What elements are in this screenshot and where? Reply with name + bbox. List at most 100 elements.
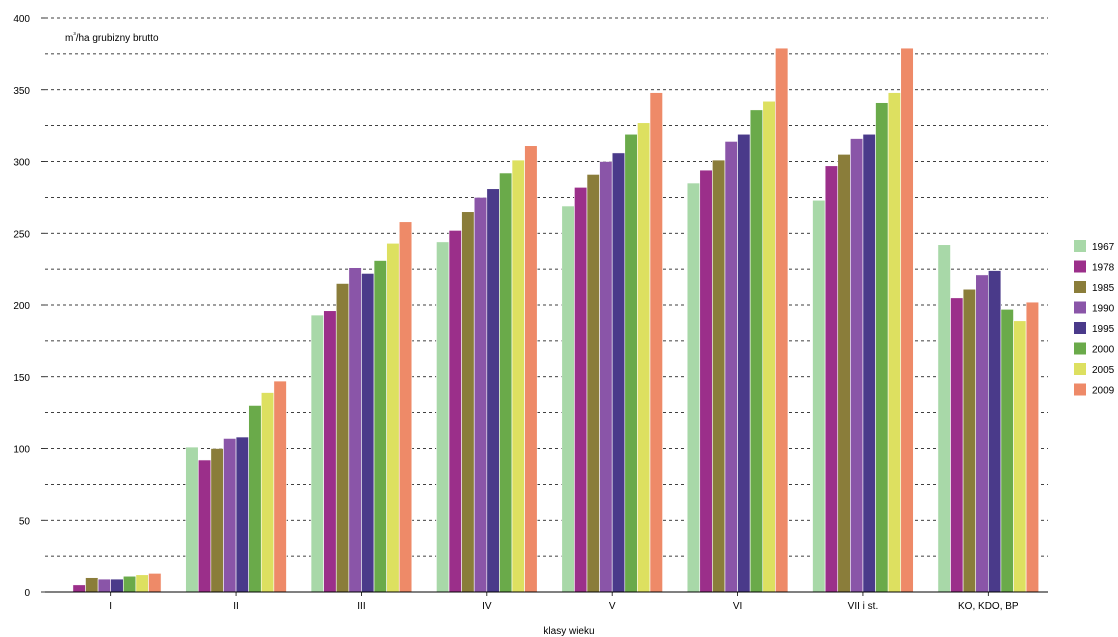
bar-1985-6 [837, 154, 851, 593]
legend-label-1995: 1995 [1092, 324, 1115, 335]
bar-1978-6 [824, 165, 839, 593]
bars [72, 47, 1040, 593]
bar-2009-5 [775, 47, 789, 593]
y-tick-label: 0 [24, 588, 30, 599]
legend-label-1978: 1978 [1092, 263, 1115, 274]
x-tick-label: I [109, 601, 112, 612]
bar-2005-3 [511, 159, 525, 593]
bar-1978-7 [950, 297, 964, 593]
bar-1995-1 [235, 436, 249, 593]
x-axis-labels: I II III IV V VI VII i st. KO, KDO, BP [109, 592, 1019, 612]
bar-1995-4 [611, 152, 626, 593]
bar-2000-6 [875, 102, 889, 593]
bar-1995-6 [862, 133, 876, 593]
y-tick-label: 100 [13, 445, 30, 456]
y-tick-label: 350 [13, 86, 30, 97]
x-tick-label: III [357, 601, 365, 612]
bar-1985-2 [335, 283, 350, 593]
x-tick-label: VI [733, 601, 742, 612]
bar-1990-5 [724, 141, 738, 593]
legend-swatch-1967 [1074, 240, 1086, 252]
bar-1995-0 [110, 578, 124, 593]
legend-swatch-1995 [1074, 322, 1086, 334]
bar-1967-2 [310, 314, 324, 593]
legend-label-2005: 2005 [1092, 365, 1115, 376]
legend: 1967 1978 1985 1990 1995 2000 2005 2009 [1074, 240, 1115, 397]
bar-2000-1 [248, 405, 262, 593]
bar-2000-0 [122, 575, 137, 593]
bar-1978-3 [448, 230, 462, 593]
bar-1995-2 [361, 273, 375, 593]
bar-1985-3 [461, 211, 475, 593]
x-tick-label: V [609, 601, 616, 612]
bar-1995-5 [737, 133, 751, 593]
bar-1990-4 [599, 161, 613, 593]
bar-1967-6 [812, 199, 826, 593]
bar-1990-0 [97, 578, 111, 593]
y-tick-label: 300 [13, 158, 30, 169]
y-axis-ticks: 0 50 100 150 200 250 300 350 400 [13, 14, 45, 599]
x-tick-label: KO, KDO, BP [958, 601, 1019, 612]
bar-2005-1 [260, 392, 275, 593]
bar-1985-5 [712, 159, 726, 593]
bar-2009-0 [148, 573, 162, 593]
bar-1978-1 [197, 459, 212, 593]
bar-2000-2 [373, 260, 387, 593]
bar-2005-4 [637, 122, 651, 593]
y-tick-label: 400 [13, 14, 30, 25]
legend-swatch-2009 [1074, 383, 1086, 396]
bar-1985-7 [962, 288, 977, 593]
bar-1967-5 [686, 182, 701, 593]
bar-2005-7 [1013, 320, 1027, 593]
bar-2005-5 [762, 100, 776, 593]
bar-1985-0 [85, 577, 99, 593]
bar-2000-3 [499, 172, 513, 593]
bar-2009-1 [273, 380, 287, 593]
bar-1967-1 [185, 446, 199, 593]
x-tick-label: IV [482, 601, 492, 612]
bar-2009-2 [398, 221, 413, 593]
y-axis-title: m³/ha grubizny brutto [65, 32, 159, 44]
bar-2000-5 [749, 109, 764, 593]
bar-2005-6 [887, 92, 902, 593]
y-tick-label: 150 [13, 373, 30, 384]
bar-2005-0 [135, 574, 149, 593]
bar-2009-7 [1025, 301, 1040, 593]
bar-1967-3 [436, 241, 450, 593]
legend-swatch-1990 [1074, 301, 1086, 314]
legend-label-2009: 2009 [1092, 386, 1115, 397]
bar-2000-4 [624, 133, 638, 593]
y-tick-label: 50 [19, 516, 31, 527]
bar-1990-6 [850, 138, 864, 593]
legend-swatch-2005 [1074, 363, 1086, 375]
bar-1967-4 [561, 205, 575, 593]
bar-1990-1 [223, 438, 237, 593]
y-tick-label: 200 [13, 301, 30, 312]
bar-1978-5 [699, 169, 713, 593]
legend-label-1985: 1985 [1092, 283, 1115, 294]
bar-1990-7 [975, 274, 989, 593]
bar-1990-2 [348, 267, 362, 593]
bar-1985-4 [586, 174, 600, 593]
legend-swatch-1985 [1074, 281, 1086, 293]
bar-1995-7 [988, 270, 1002, 593]
bar-2005-2 [386, 242, 400, 593]
x-tick-label: II [233, 601, 239, 612]
legend-swatch-2000 [1074, 342, 1086, 355]
legend-label-1967: 1967 [1092, 242, 1115, 253]
legend-swatch-1978 [1074, 260, 1086, 273]
legend-label-2000: 2000 [1092, 345, 1115, 356]
bar-2009-4 [649, 92, 663, 593]
bar-2009-3 [524, 145, 538, 593]
x-tick-label: VII i st. [848, 601, 879, 612]
bar-1978-4 [574, 187, 588, 593]
bar-1967-7 [937, 244, 951, 593]
y-tick-label: 250 [13, 229, 30, 240]
bar-1990-3 [473, 197, 488, 593]
bar-1995-3 [486, 188, 500, 593]
bar-2000-7 [1000, 309, 1014, 593]
legend-label-1990: 1990 [1092, 304, 1115, 315]
bar-1978-2 [323, 310, 337, 593]
x-axis-title: klasy wieku [543, 626, 594, 637]
